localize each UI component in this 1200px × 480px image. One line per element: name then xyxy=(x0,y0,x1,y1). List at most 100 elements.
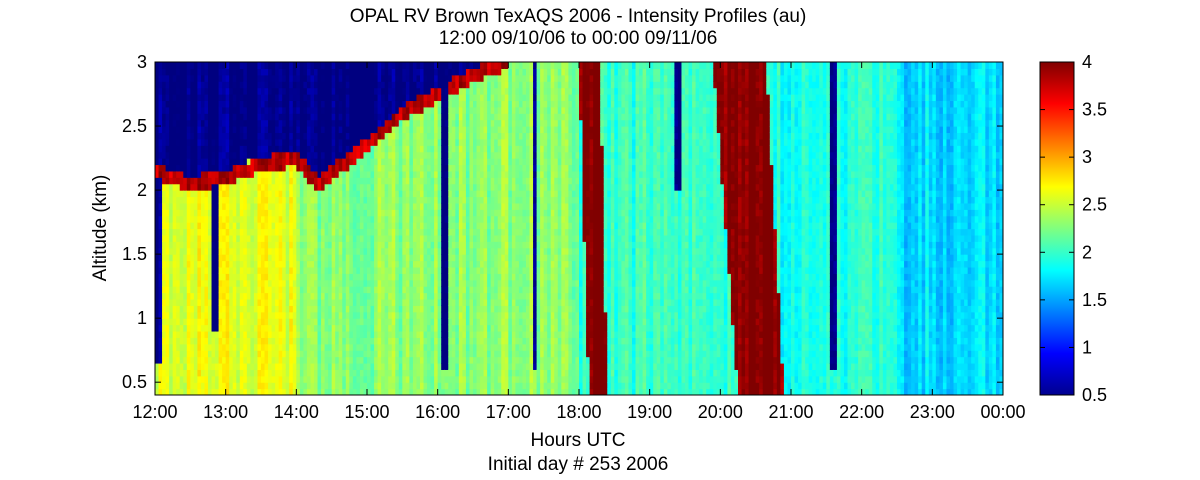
heatmap-cell xyxy=(405,170,410,178)
heatmap-cell xyxy=(204,87,209,95)
heatmap-cell xyxy=(211,318,216,326)
heatmap-cell xyxy=(250,94,255,102)
heatmap-cell xyxy=(345,151,350,159)
heatmap-cell xyxy=(345,254,350,262)
heatmap-cell xyxy=(310,292,315,300)
heatmap-cell xyxy=(412,68,418,76)
heatmap-cell xyxy=(215,145,220,153)
heatmap-cell xyxy=(465,190,471,198)
heatmap-cell xyxy=(420,254,425,262)
heatmap-cell xyxy=(165,234,170,242)
heatmap-cell xyxy=(289,330,294,338)
heatmap-cell xyxy=(158,164,163,172)
heatmap-cell xyxy=(296,170,301,178)
heatmap-cell xyxy=(490,190,495,198)
heatmap-cell xyxy=(253,138,259,146)
heatmap-cell xyxy=(416,87,421,95)
heatmap-cell xyxy=(176,138,181,146)
heatmap-cell xyxy=(278,215,283,223)
heatmap-cell xyxy=(179,362,184,370)
heatmap-cell xyxy=(451,254,456,262)
heatmap-cell xyxy=(162,151,167,159)
heatmap-cell xyxy=(229,106,234,114)
heatmap-cell xyxy=(225,228,230,236)
heatmap-cell xyxy=(402,81,407,89)
heatmap-cell xyxy=(275,286,280,294)
heatmap-cell xyxy=(398,183,403,191)
heatmap-cell xyxy=(412,190,418,198)
heatmap-cell xyxy=(402,375,407,383)
heatmap-cell xyxy=(158,119,163,127)
heatmap-cell xyxy=(363,62,368,69)
heatmap-cell xyxy=(232,209,237,217)
heatmap-cell xyxy=(222,234,227,242)
heatmap-cell xyxy=(451,68,456,76)
heatmap-cell xyxy=(405,311,410,319)
heatmap-cell xyxy=(388,279,393,287)
heatmap-cell xyxy=(391,126,396,134)
heatmap-cell xyxy=(420,119,425,127)
heatmap-cell xyxy=(285,260,290,268)
heatmap-cell xyxy=(225,164,230,172)
heatmap-cell xyxy=(239,222,244,230)
heatmap-cell xyxy=(155,279,160,287)
heatmap-cell xyxy=(395,100,400,108)
heatmap-cell xyxy=(462,273,467,281)
heatmap-cell xyxy=(377,170,382,178)
heatmap-cell xyxy=(381,382,386,390)
heatmap-cell xyxy=(208,209,213,217)
heatmap-cell xyxy=(423,388,428,395)
heatmap-cell xyxy=(409,318,414,326)
heatmap-cell xyxy=(215,273,220,281)
heatmap-cell xyxy=(261,164,266,172)
heatmap-cell xyxy=(303,113,308,121)
heatmap-cell xyxy=(335,222,340,230)
heatmap-cell xyxy=(190,375,195,383)
heatmap-cell xyxy=(444,286,449,294)
heatmap-cell xyxy=(427,356,432,364)
heatmap-cell xyxy=(165,62,170,69)
heatmap-cell xyxy=(183,273,188,281)
heatmap-cell xyxy=(218,266,223,274)
heatmap-cell xyxy=(388,318,393,326)
heatmap-cell xyxy=(208,215,213,223)
heatmap-cell xyxy=(420,94,425,102)
heatmap-cell xyxy=(423,94,428,102)
heatmap-cell xyxy=(211,362,216,370)
heatmap-cell xyxy=(490,106,495,114)
heatmap-cell xyxy=(190,94,195,102)
heatmap-cell xyxy=(338,254,343,262)
heatmap-cell xyxy=(363,286,368,294)
heatmap-cell xyxy=(172,222,177,230)
heatmap-cell xyxy=(352,113,357,121)
heatmap-cell xyxy=(292,260,297,268)
heatmap-cell xyxy=(345,356,350,364)
heatmap-cell xyxy=(253,375,259,383)
heatmap-cell xyxy=(179,305,184,313)
heatmap-cell xyxy=(253,74,259,82)
heatmap-cell xyxy=(204,375,209,383)
heatmap-cell xyxy=(416,318,421,326)
heatmap-cell xyxy=(462,100,467,108)
heatmap-cell xyxy=(158,247,163,255)
heatmap-cell xyxy=(416,215,421,223)
heatmap-cell xyxy=(363,183,368,191)
heatmap-cell xyxy=(299,87,304,95)
heatmap-cell xyxy=(204,388,209,395)
heatmap-cell xyxy=(398,266,403,274)
heatmap-cell xyxy=(349,132,354,140)
heatmap-cell xyxy=(257,337,262,345)
heatmap-cell xyxy=(462,362,467,370)
heatmap-cell xyxy=(314,343,319,351)
heatmap-cell xyxy=(451,337,456,345)
heatmap-cell xyxy=(345,87,350,95)
heatmap-cell xyxy=(331,94,336,102)
heatmap-cell xyxy=(303,343,308,351)
heatmap-cell xyxy=(239,158,244,166)
heatmap-cell xyxy=(285,318,290,326)
heatmap-cell xyxy=(250,234,255,242)
heatmap-cell xyxy=(430,298,435,306)
heatmap-cell xyxy=(250,62,255,69)
heatmap-cell xyxy=(388,87,393,95)
heatmap-cell xyxy=(448,113,453,121)
